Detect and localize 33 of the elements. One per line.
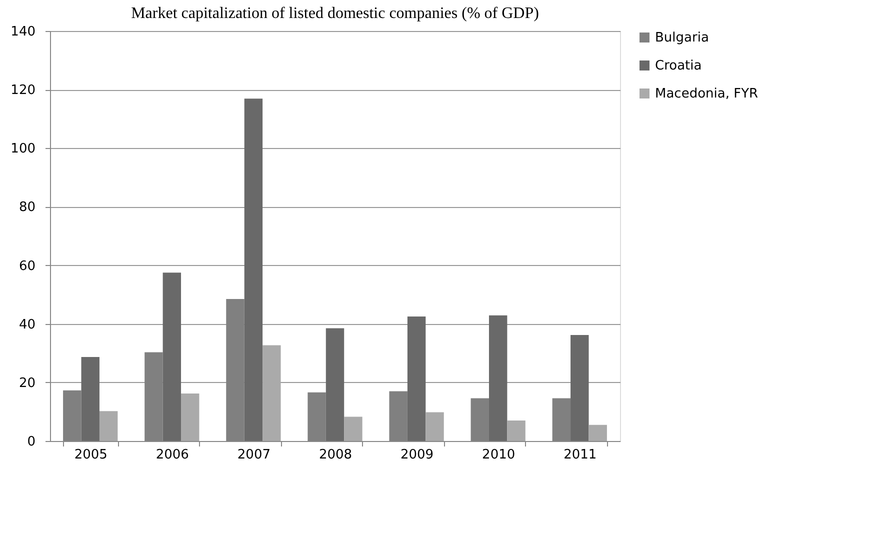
bar — [570, 334, 589, 441]
x-tick-label: 2006 — [156, 448, 189, 462]
bar — [244, 98, 263, 441]
x-tick-label: 2010 — [482, 448, 516, 462]
bar — [426, 412, 444, 441]
bar — [488, 315, 508, 441]
legend-label: Bulgaria — [655, 30, 709, 46]
y-tick-label: 0 — [27, 434, 36, 450]
x-tick-label: 2007 — [237, 448, 270, 462]
legend-label: Macedonia, FYR — [655, 86, 758, 102]
y-tick-label: 80 — [18, 200, 36, 216]
bar — [162, 272, 182, 441]
legend-label: Croatia — [655, 58, 702, 74]
bar — [344, 416, 362, 441]
y-tick-label: 20 — [18, 376, 36, 391]
bar — [407, 316, 426, 441]
bar — [507, 420, 526, 441]
y-tick-label: 140 — [10, 24, 36, 40]
y-tick-label: 40 — [18, 317, 36, 332]
bar — [326, 328, 344, 441]
x-tick-label: 2009 — [400, 448, 434, 462]
bar — [81, 356, 100, 441]
x-tick-label: 2005 — [74, 448, 108, 462]
bar — [262, 345, 281, 441]
chart-title: Market capitalization of listed domestic companies (% of GDP) — [131, 5, 539, 22]
bar — [99, 411, 118, 441]
y-tick-label: 100 — [10, 142, 36, 157]
y-tick-label: 120 — [10, 83, 36, 98]
x-tick-label: 2008 — [318, 448, 352, 462]
x-tick-label: 2011 — [564, 448, 597, 462]
bar — [181, 394, 200, 441]
y-tick-label: 60 — [18, 258, 36, 274]
bar — [588, 424, 607, 441]
